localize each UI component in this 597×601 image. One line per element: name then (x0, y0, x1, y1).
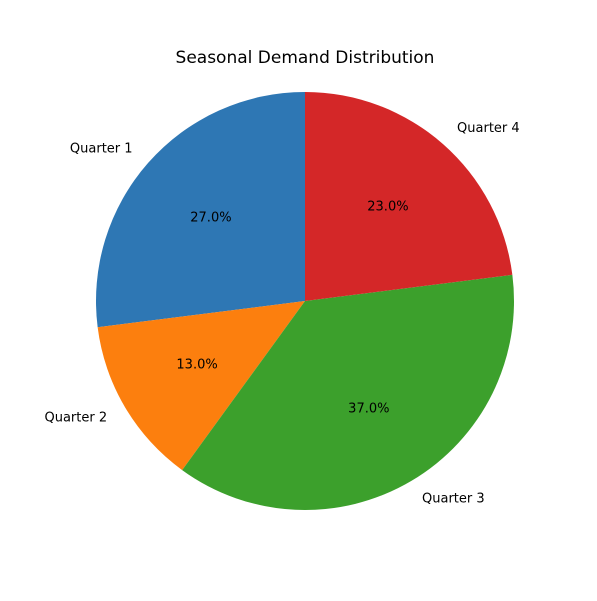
pie-labels: Quarter 1 27.0% Quarter 2 13.0% Quarter 3 37.… (44, 121, 519, 506)
slice-label-quarter-3: Quarter 3 (422, 491, 485, 506)
pie-slice-quarter-4 (305, 92, 513, 301)
slice-label-quarter-1: Quarter 1 (70, 141, 133, 156)
pie-slice-quarter-3 (182, 274, 514, 510)
chart-title: Seasonal Demand Distribution (176, 48, 435, 68)
percent-label-quarter-4: 23.0% (367, 199, 408, 214)
percent-label-quarter-3: 37.0% (348, 401, 389, 416)
percent-label-quarter-2: 13.0% (176, 357, 217, 372)
percent-label-quarter-1: 27.0% (190, 211, 231, 226)
pie-slice-quarter-2 (97, 301, 305, 471)
slice-label-quarter-4: Quarter 4 (457, 121, 520, 136)
pie-slice-quarter-1 (95, 92, 305, 328)
pie-slices (95, 92, 514, 510)
slice-label-quarter-2: Quarter 2 (44, 411, 107, 426)
